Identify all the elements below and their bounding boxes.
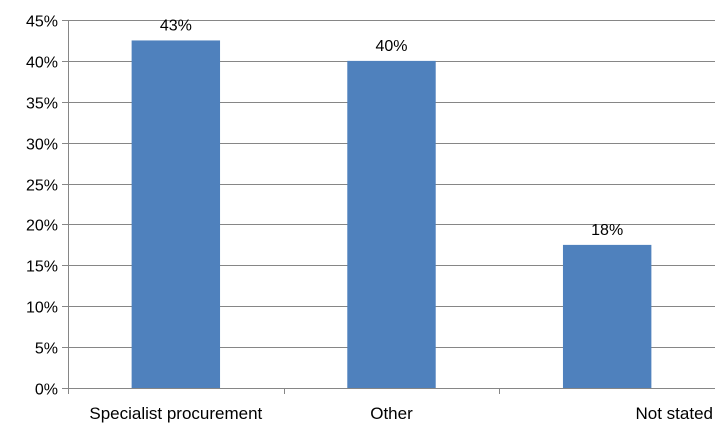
y-tick-label: 20% <box>26 218 58 235</box>
data-label: 18% <box>591 222 623 239</box>
y-tick-label: 10% <box>26 300 58 317</box>
bar-0 <box>131 40 221 388</box>
y-tick-label: 45% <box>26 14 58 31</box>
x-category-label: Not stated <box>636 404 714 423</box>
y-tick-label: 25% <box>26 178 58 195</box>
data-label: 43% <box>160 17 192 34</box>
x-category-label: Specialist procurement <box>89 404 262 423</box>
y-tick-label: 35% <box>26 96 58 113</box>
y-tick-label: 40% <box>26 55 58 72</box>
y-tick-label: 30% <box>26 137 58 154</box>
x-category-label: Other <box>370 404 413 423</box>
bar-2 <box>562 244 652 388</box>
data-label: 40% <box>375 38 407 55</box>
y-tick-label: 5% <box>35 341 58 358</box>
y-tick-label: 0% <box>35 382 58 399</box>
bar-1 <box>347 60 436 389</box>
y-tick-label: 15% <box>26 259 58 276</box>
